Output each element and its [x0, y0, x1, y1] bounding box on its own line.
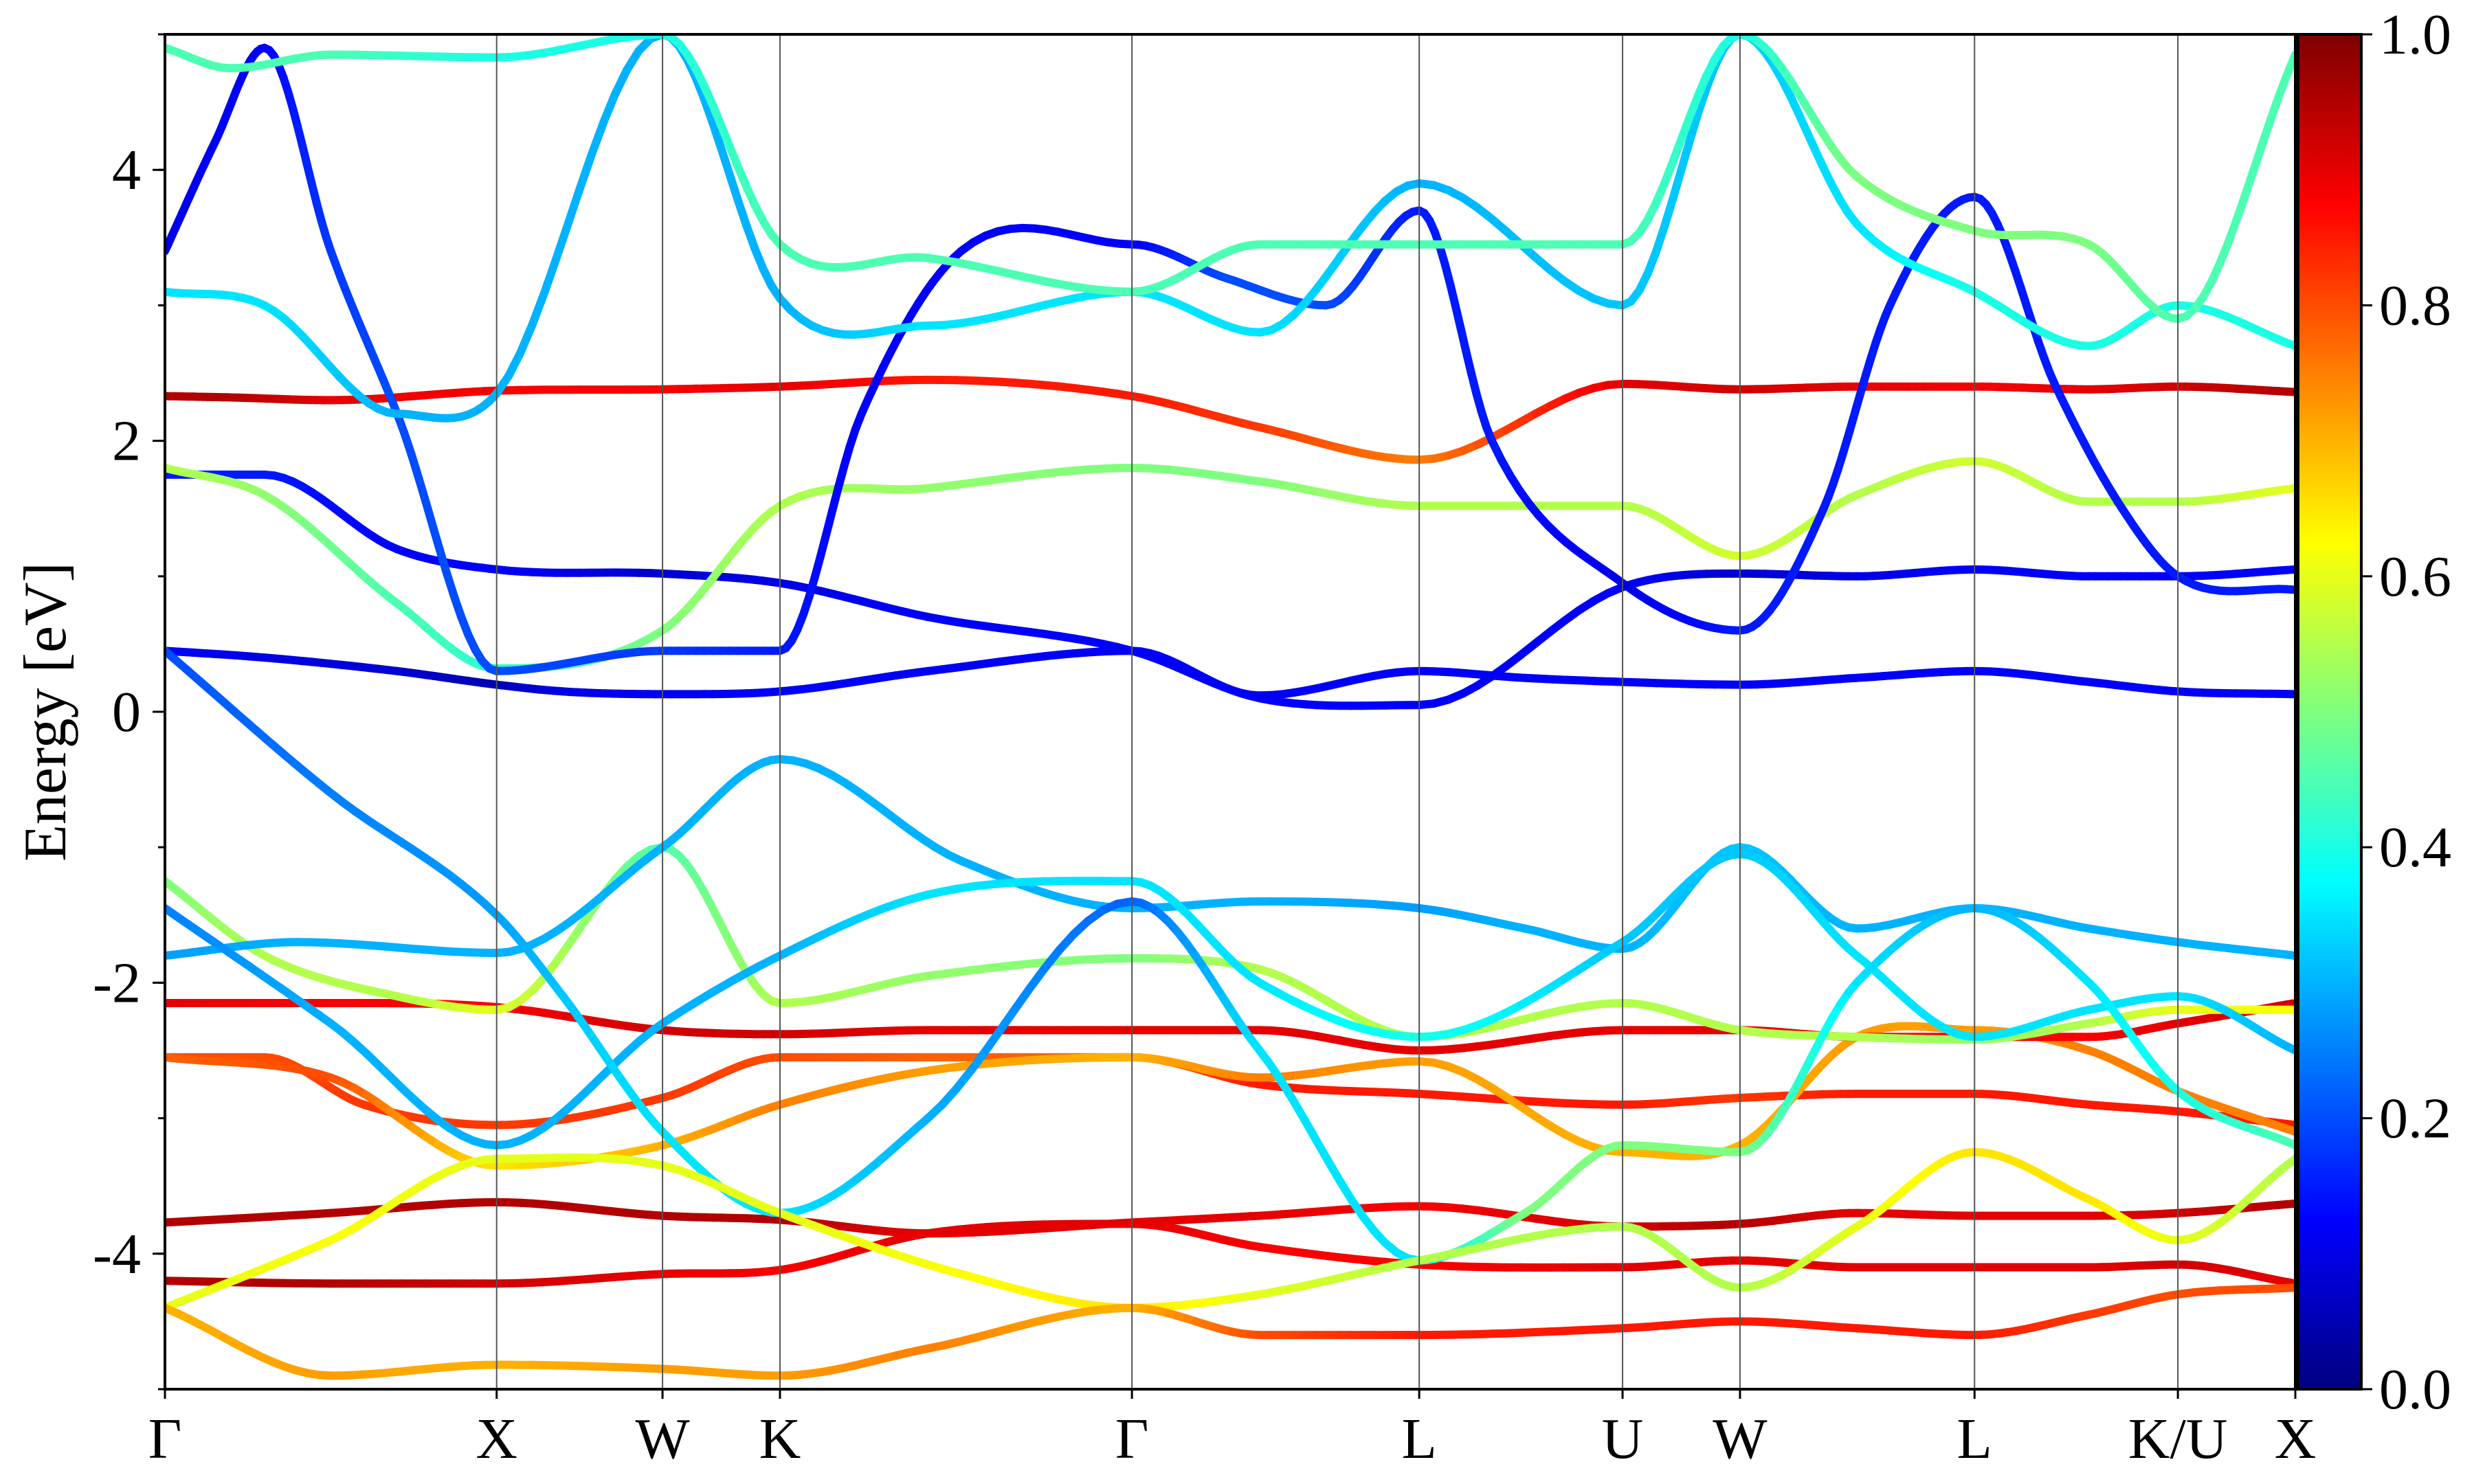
band-segment [2282, 484, 2295, 494]
colorbar-tick-label: 0.0 [2379, 1358, 2451, 1421]
y-axis-title: Energy [eV] [12, 562, 79, 862]
band-segment [575, 150, 596, 194]
band-15 [165, 1283, 2295, 1380]
x-tick-label: Γ [148, 1407, 182, 1471]
band-4 [165, 1219, 2295, 1288]
x-tick-label: K [759, 1407, 801, 1471]
plot-frame [164, 33, 2297, 1391]
y-tick-label: -4 [93, 1222, 141, 1286]
x-tick-label: W [1713, 1407, 1768, 1471]
band-segment [717, 144, 734, 179]
band-segment [611, 65, 632, 98]
colorbar-ticks: 0.0 0.2 0.4 0.6 0.8 1.0 [2361, 3, 2451, 1421]
band-segment [733, 196, 751, 229]
band-lines [165, 34, 2295, 1380]
x-axis-ticks: Γ X W K Γ L U W L K/U X [148, 1389, 2317, 1471]
band-segment [504, 348, 525, 381]
colorbar-tick-label: 0.8 [2379, 273, 2451, 337]
x-tick-label: X [476, 1407, 517, 1471]
band-segment [2282, 1137, 2295, 1149]
y-tick-label: 2 [112, 409, 141, 473]
y-tick-label: 4 [112, 138, 141, 202]
band-segment [2282, 1278, 2295, 1288]
band-17 [165, 34, 2295, 423]
x-tick-label: X [2275, 1407, 2317, 1471]
band-segment [2282, 50, 2295, 79]
band-segment [2282, 585, 2295, 594]
band-segment [428, 521, 444, 554]
band-segment [528, 289, 548, 329]
band-segment [2282, 1154, 2295, 1169]
high-symmetry-lines [495, 34, 2179, 1389]
band-segment [700, 95, 717, 128]
band-segment [2258, 116, 2275, 150]
band-segment [2249, 141, 2266, 175]
band-9 [165, 457, 2295, 673]
band-11 [165, 755, 2295, 960]
band-segment [1677, 137, 1694, 175]
band-3 [165, 1198, 2295, 1238]
band-segment [564, 185, 584, 229]
band-segment [2266, 93, 2283, 125]
y-tick-label: 0 [112, 680, 141, 744]
band-segment [2232, 191, 2249, 224]
colorbar [2297, 33, 2363, 1391]
band-segment [1685, 109, 1702, 146]
band-segment [2282, 1120, 2295, 1129]
x-tick-label: W [635, 1407, 690, 1471]
band-segment [1693, 84, 1711, 117]
x-tick-label: L [1401, 1407, 1436, 1471]
band-segment [709, 119, 726, 153]
band-segment [516, 321, 537, 357]
band-16 [165, 43, 2295, 675]
band-segment [539, 256, 560, 298]
band-segment [1660, 194, 1678, 231]
x-tick-label: U [1602, 1407, 1644, 1471]
band-1 [165, 375, 2295, 464]
band-segment [996, 1004, 1020, 1034]
band-segment [2282, 339, 2295, 350]
y-tick-label: -2 [93, 951, 141, 1015]
band-segment [1651, 222, 1669, 256]
band-segment [414, 473, 430, 506]
band-segment [587, 118, 608, 159]
y-axis-ticks: -4 -2 0 2 4 [93, 33, 165, 1391]
band-13 [165, 647, 2295, 1265]
x-tick-label: K/U [2128, 1407, 2228, 1471]
x-tick-label: L [1957, 1407, 1992, 1471]
band-5 [165, 1022, 2295, 1170]
x-tick-label: Γ [1115, 1407, 1149, 1471]
band-segment [2282, 1125, 2295, 1136]
band-10 [165, 843, 2295, 1044]
colorbar-tick-label: 0.6 [2379, 545, 2451, 609]
band-segment [1669, 166, 1686, 203]
band-segment [982, 1025, 1005, 1055]
band-segment [2240, 166, 2258, 200]
band-segment [2282, 1042, 2295, 1055]
band-segment [725, 170, 742, 205]
colorbar-tick-label: 0.2 [2379, 1087, 2451, 1151]
band-14 [165, 1147, 2295, 1312]
band-2 [165, 1053, 2295, 1129]
band-segment [2282, 999, 2295, 1009]
band-segment [1011, 984, 1034, 1013]
band-segment [421, 497, 437, 530]
band-segment [551, 220, 572, 264]
colorbar-tick-label: 1.0 [2379, 3, 2451, 67]
band-12 [165, 850, 2295, 1149]
colorbar-tick-label: 0.4 [2379, 816, 2451, 879]
band-segment [599, 89, 620, 127]
band-segment [2282, 950, 2295, 960]
